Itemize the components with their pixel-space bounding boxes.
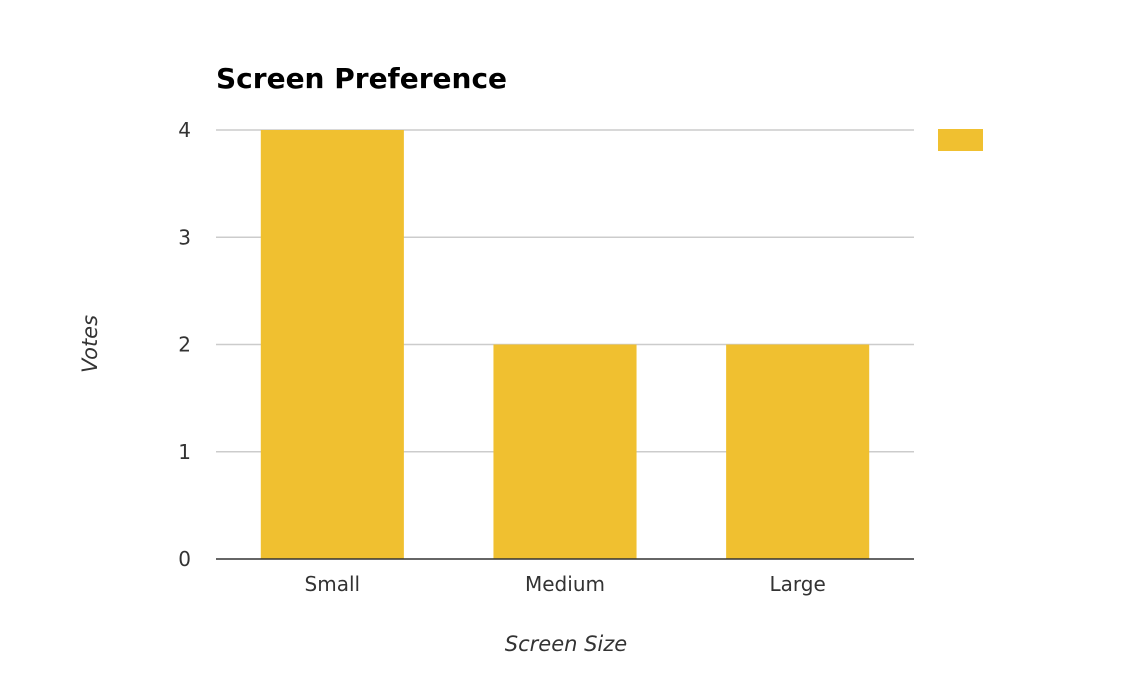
x-tick-label: Medium <box>525 572 605 596</box>
y-tick-label: 3 <box>178 225 191 249</box>
x-axis-title: Screen Size <box>505 632 627 656</box>
y-tick-label: 4 <box>178 118 191 142</box>
x-tick-label: Small <box>305 572 361 596</box>
bar-large <box>726 344 870 559</box>
bars <box>260 130 870 559</box>
x-tick-labels: Small Medium Large <box>305 572 826 596</box>
y-axis-title: Votes <box>78 315 102 373</box>
y-tick-label: 0 <box>178 547 191 571</box>
legend-swatch <box>938 129 983 151</box>
x-tick-label: Large <box>770 572 826 596</box>
y-tick-label: 2 <box>178 333 191 357</box>
y-tick-label: 1 <box>178 440 191 464</box>
bar-small <box>260 130 404 559</box>
bar-medium <box>493 344 637 559</box>
y-tick-labels: 0 1 2 3 4 <box>178 118 191 571</box>
chart-title: Screen Preference <box>216 62 507 95</box>
